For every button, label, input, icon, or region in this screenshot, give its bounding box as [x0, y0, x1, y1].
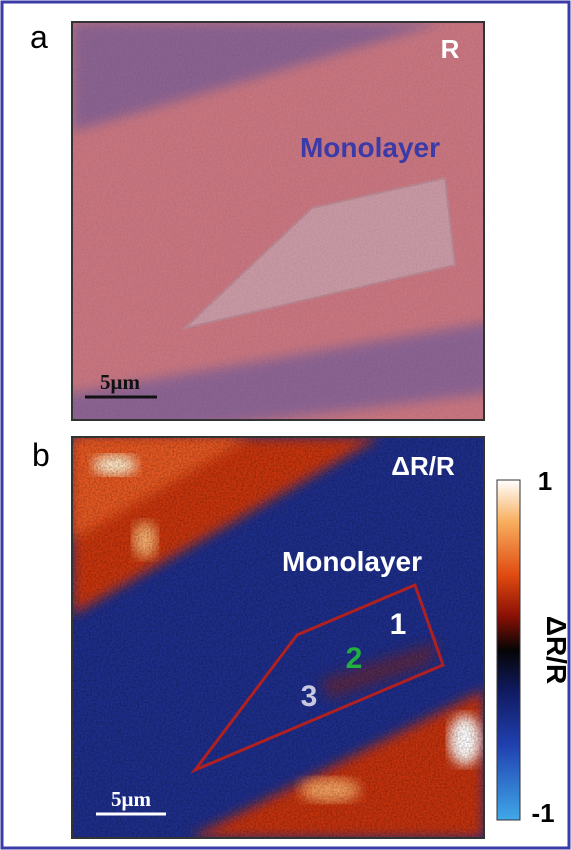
corner-label: R — [441, 34, 460, 64]
figure: a R Monolayer 5μm b ΔR/R Monolayer 1 2 3… — [0, 0, 571, 850]
corner-label: ΔR/R — [391, 451, 455, 481]
annotation: Monolayer — [282, 546, 422, 577]
scale-bar-label: 5μm — [100, 370, 140, 394]
region-label: 3 — [301, 680, 318, 713]
differential-reflectance-map — [72, 437, 484, 838]
scale-bar-label: 5μm — [111, 787, 151, 811]
panel-label: a — [30, 19, 48, 55]
annotation: Monolayer — [300, 132, 440, 163]
colorbar-min: -1 — [531, 798, 554, 828]
colorbar-title: ΔR/R — [541, 616, 571, 684]
colorbar-max: 1 — [538, 466, 552, 496]
panel-label: b — [32, 437, 50, 473]
region-label: 1 — [390, 608, 407, 641]
region-label: 2 — [346, 642, 363, 675]
colorbar — [497, 480, 520, 820]
